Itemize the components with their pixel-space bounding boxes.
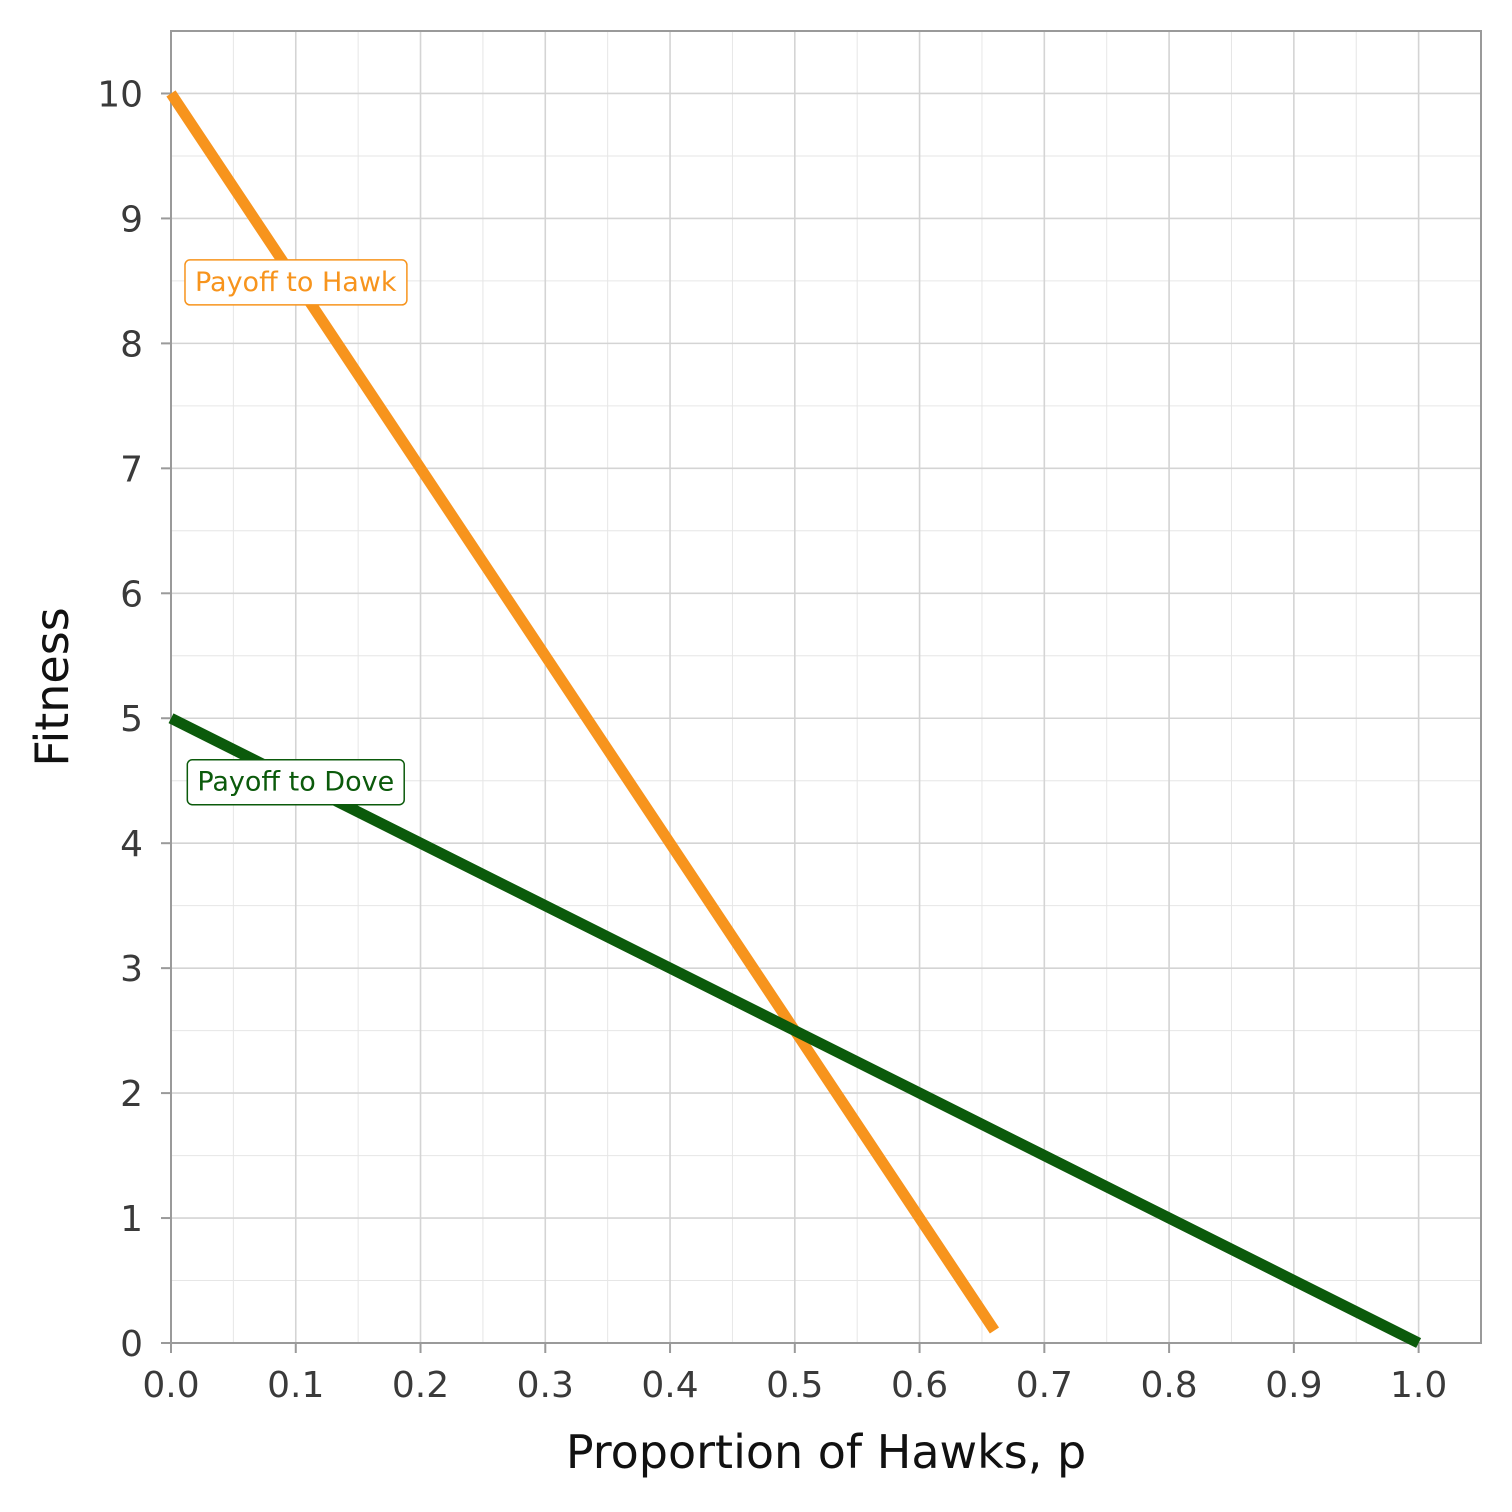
x-tick-label: 0.8 [1140,1365,1197,1406]
series-labels: Payoff to Hawk Payoff to Dove [184,259,408,806]
series-line-payoff-to-hawk [166,90,1000,1334]
y-tick-label: 7 [120,449,143,490]
series-label-payoff-to-dove: Payoff to Dove [186,758,405,806]
x-tick-label: 0.6 [891,1365,948,1406]
y-tick-label: 4 [120,824,143,865]
x-tick-label: 0.1 [267,1365,324,1406]
series-line-payoff-to-dove [168,713,1422,1348]
series-label-text: Payoff to Dove [197,767,394,798]
x-tick-label: 0.4 [641,1365,698,1406]
y-tick-label: 2 [120,1074,143,1115]
x-tick-label: 0.3 [517,1365,574,1406]
series-label-text: Payoff to Hawk [195,267,397,298]
y-tick-label: 8 [120,324,143,365]
grid [170,31,1481,1344]
y-tick-label: 0 [120,1324,143,1365]
y-tick-label: 9 [120,199,143,240]
series-label-box [186,758,405,806]
x-tick-label: 0.5 [766,1365,823,1406]
series-label-box [184,259,408,306]
axis-ticks: 0.0 0.1 0.2 0.3 0.4 0.5 0.6 0.7 0.8 0.9 1.0 0 1 2 3 4 5 6… [97,74,1447,1406]
x-tick-label: 0.0 [142,1365,199,1406]
y-tick-label: 3 [120,949,143,990]
y-axis-title: Fitness [25,607,79,766]
y-tick-label: 10 [97,74,143,115]
x-tick-label: 1.0 [1390,1365,1447,1406]
x-tick-label: 0.2 [392,1365,449,1406]
y-tick-label: 6 [120,574,143,615]
y-tick-label: 5 [120,699,143,740]
x-axis-title: Proportion of Hawks, p [566,1425,1086,1479]
series-label-payoff-to-hawk: Payoff to Hawk [184,259,408,306]
x-tick-label: 0.7 [1016,1365,1073,1406]
x-tick-label: 0.9 [1265,1365,1322,1406]
plot-panel-border [170,30,1482,1344]
series-layer [166,90,1422,1348]
y-tick-label: 1 [120,1199,143,1240]
